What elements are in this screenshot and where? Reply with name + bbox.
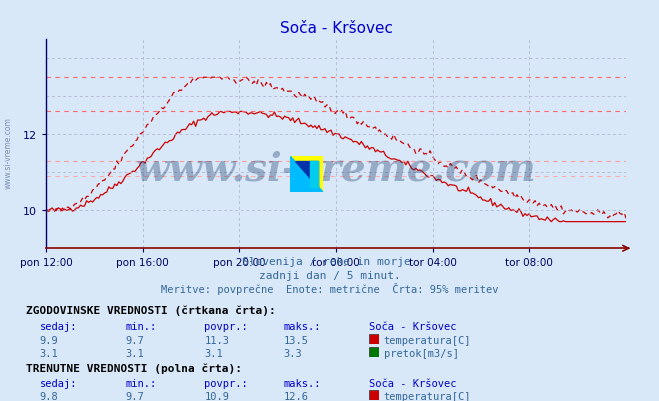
Text: sedaj:: sedaj: bbox=[40, 321, 77, 331]
Text: temperatura[C]: temperatura[C] bbox=[384, 391, 471, 401]
Text: maks.:: maks.: bbox=[283, 321, 321, 331]
Polygon shape bbox=[290, 156, 323, 192]
Text: Meritve: povprečne  Enote: metrične  Črta: 95% meritev: Meritve: povprečne Enote: metrične Črta:… bbox=[161, 283, 498, 295]
Text: 3.3: 3.3 bbox=[283, 348, 302, 358]
Text: 9.9: 9.9 bbox=[40, 335, 58, 345]
Text: min.:: min.: bbox=[125, 378, 156, 388]
Text: sedaj:: sedaj: bbox=[40, 378, 77, 388]
Text: maks.:: maks.: bbox=[283, 378, 321, 388]
Polygon shape bbox=[290, 156, 323, 192]
Text: 9.7: 9.7 bbox=[125, 391, 144, 401]
Text: Soča - Kršovec: Soča - Kršovec bbox=[369, 378, 457, 388]
Text: 9.8: 9.8 bbox=[40, 391, 58, 401]
Text: zadnji dan / 5 minut.: zadnji dan / 5 minut. bbox=[258, 271, 401, 281]
Text: pretok[m3/s]: pretok[m3/s] bbox=[384, 348, 459, 358]
Text: 13.5: 13.5 bbox=[283, 335, 308, 345]
Polygon shape bbox=[295, 162, 318, 187]
Text: TRENUTNE VREDNOSTI (polna črta):: TRENUTNE VREDNOSTI (polna črta): bbox=[26, 363, 243, 373]
Text: 12.6: 12.6 bbox=[283, 391, 308, 401]
Text: povpr.:: povpr.: bbox=[204, 321, 248, 331]
Text: Soča - Kršovec: Soča - Kršovec bbox=[369, 321, 457, 331]
Text: 3.1: 3.1 bbox=[204, 348, 223, 358]
Text: 3.1: 3.1 bbox=[125, 348, 144, 358]
Text: 11.3: 11.3 bbox=[204, 335, 229, 345]
Text: 9.7: 9.7 bbox=[125, 335, 144, 345]
Text: Slovenija / reke in morje.: Slovenija / reke in morje. bbox=[242, 257, 417, 267]
Text: 10.9: 10.9 bbox=[204, 391, 229, 401]
Polygon shape bbox=[310, 162, 318, 187]
Text: www.si-vreme.com: www.si-vreme.com bbox=[3, 117, 13, 188]
Text: povpr.:: povpr.: bbox=[204, 378, 248, 388]
Text: www.si-vreme.com: www.si-vreme.com bbox=[136, 150, 536, 188]
Text: temperatura[C]: temperatura[C] bbox=[384, 335, 471, 345]
Text: min.:: min.: bbox=[125, 321, 156, 331]
Title: Soča - Kršovec: Soča - Kršovec bbox=[279, 21, 393, 36]
Text: ZGODOVINSKE VREDNOSTI (črtkana črta):: ZGODOVINSKE VREDNOSTI (črtkana črta): bbox=[26, 304, 276, 315]
Text: 3.1: 3.1 bbox=[40, 348, 58, 358]
